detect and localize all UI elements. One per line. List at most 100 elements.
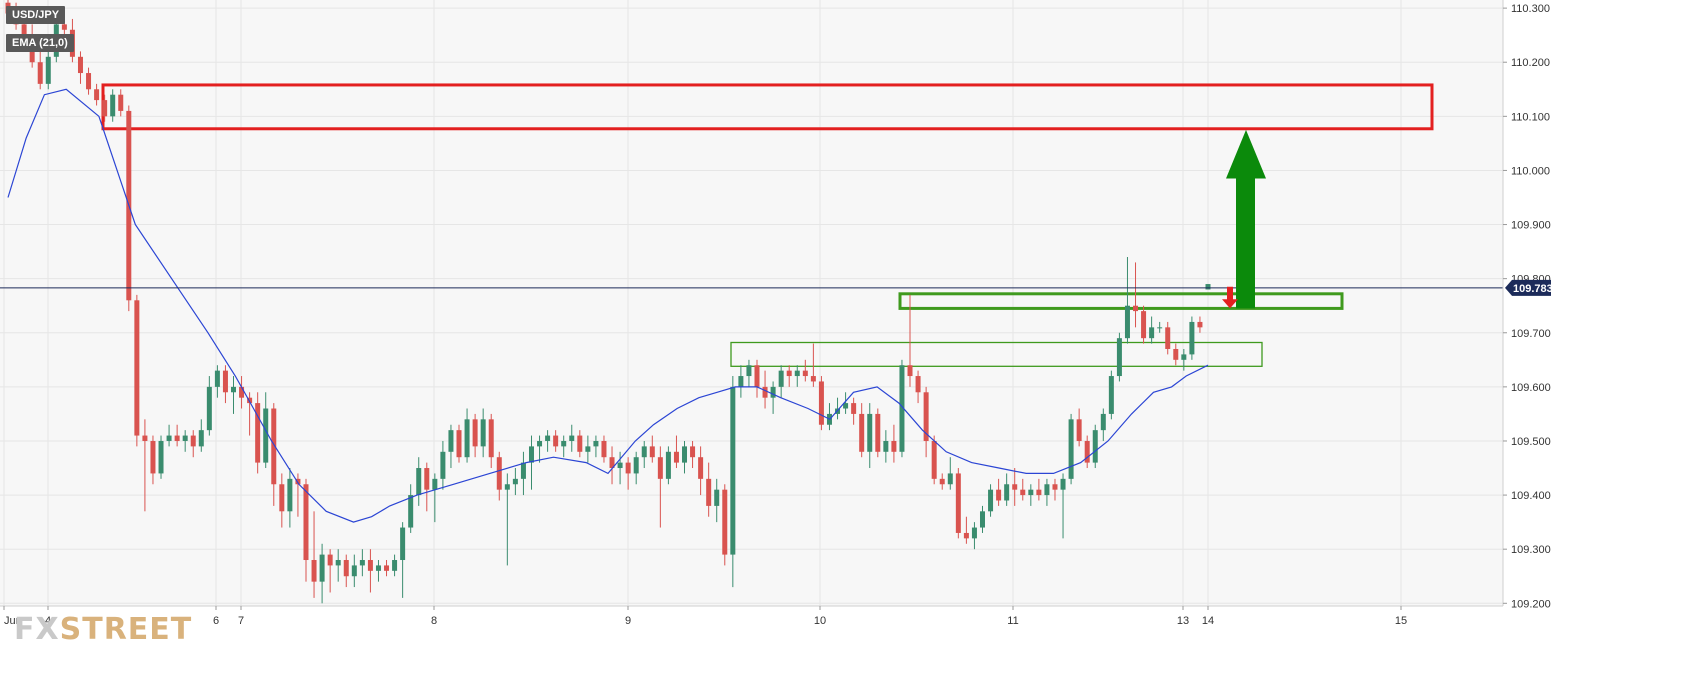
candle xyxy=(899,359,905,458)
candle-body xyxy=(37,62,43,84)
candle-body xyxy=(77,56,83,74)
candle-body xyxy=(21,24,27,41)
candle-body xyxy=(673,451,679,463)
candle-body xyxy=(802,370,808,377)
candle xyxy=(375,560,381,582)
candle-body xyxy=(142,435,148,441)
candle xyxy=(802,359,808,382)
candle xyxy=(311,511,317,598)
x-axis-ticks: Jun 4 6 7 8 9 10 11 13 14 15 xyxy=(3,606,1407,627)
candle xyxy=(577,430,583,458)
candle-body xyxy=(585,446,591,452)
candle-body xyxy=(537,440,543,447)
candle-body xyxy=(375,565,381,571)
candle-body xyxy=(947,473,953,485)
candle xyxy=(126,105,132,312)
candle xyxy=(585,435,591,463)
candle xyxy=(754,359,760,398)
candle xyxy=(528,435,534,490)
candle-body xyxy=(198,430,204,447)
candle-body xyxy=(504,484,510,490)
candle xyxy=(45,45,51,90)
candle xyxy=(698,446,704,496)
y-tick-label: 110.300 xyxy=(1511,3,1550,15)
candles xyxy=(5,0,1211,604)
candle-body xyxy=(214,370,220,387)
candle-body xyxy=(343,560,349,577)
x-tick-label: 4 xyxy=(45,615,51,627)
candle xyxy=(867,403,873,469)
candle xyxy=(657,446,663,528)
candle xyxy=(1149,316,1155,344)
candle-body xyxy=(319,554,325,582)
candle xyxy=(416,457,422,506)
fxstreet-logo: FXSTREET xyxy=(14,612,192,647)
candle-body xyxy=(931,440,937,479)
candle-body xyxy=(303,484,309,561)
candle xyxy=(1092,424,1098,469)
candle xyxy=(222,365,228,404)
candle xyxy=(1157,321,1163,333)
candle-body xyxy=(939,478,945,485)
candle xyxy=(287,468,293,528)
candle xyxy=(979,505,985,533)
candle-body xyxy=(488,419,494,458)
last-price-tag-shape xyxy=(1505,279,1551,296)
candle xyxy=(214,365,220,398)
candle xyxy=(1060,473,1066,539)
candle xyxy=(512,468,518,496)
candle-body xyxy=(351,565,357,577)
candle xyxy=(384,560,390,577)
candle-body xyxy=(158,440,164,474)
candle xyxy=(601,435,607,463)
candle-body xyxy=(1116,338,1122,377)
candle xyxy=(1020,478,1026,501)
last-price-tag: 109.783 xyxy=(1505,279,1553,296)
candle xyxy=(593,435,599,458)
candle xyxy=(231,376,237,414)
candle-body xyxy=(714,489,720,506)
candle xyxy=(1076,408,1082,447)
candle-body xyxy=(271,408,277,485)
candle xyxy=(206,376,212,436)
candle-body xyxy=(263,408,269,463)
candle xyxy=(448,424,454,469)
x-tick-label: 14 xyxy=(1202,615,1214,627)
candle xyxy=(665,446,671,485)
candle xyxy=(504,473,510,566)
candle xyxy=(86,67,92,95)
candle xyxy=(561,435,567,458)
legend-ema: EMA (21,0) xyxy=(6,34,74,52)
candle-body xyxy=(1092,430,1098,463)
candle xyxy=(367,549,373,593)
axis-background xyxy=(1503,0,1707,687)
candle xyxy=(1084,435,1090,469)
y-tick-label: 109.200 xyxy=(1511,598,1551,610)
candle xyxy=(279,473,285,528)
candle-body xyxy=(625,462,631,474)
candle xyxy=(923,386,929,458)
candle xyxy=(182,430,188,452)
candle-body xyxy=(1068,419,1074,479)
up-arrow-icon xyxy=(1226,129,1266,309)
candle xyxy=(174,424,180,447)
candle xyxy=(746,359,752,387)
candle xyxy=(1189,316,1195,360)
candle-body xyxy=(955,473,961,533)
y-tick-label: 110.200 xyxy=(1511,57,1550,69)
candle-body xyxy=(907,365,913,377)
candle xyxy=(255,392,261,474)
candle-body xyxy=(1189,321,1195,355)
candle xyxy=(762,370,768,409)
candle xyxy=(1165,321,1171,355)
x-tick-label: 9 xyxy=(625,615,631,627)
candle-body xyxy=(287,478,293,512)
candle-body xyxy=(359,560,365,566)
candle xyxy=(1141,305,1147,344)
y-tick-label: 109.600 xyxy=(1511,382,1551,394)
candle-body xyxy=(1165,327,1171,349)
candle xyxy=(94,83,100,106)
candle xyxy=(472,413,478,458)
candle-body xyxy=(1012,484,1018,490)
candle xyxy=(569,424,575,452)
